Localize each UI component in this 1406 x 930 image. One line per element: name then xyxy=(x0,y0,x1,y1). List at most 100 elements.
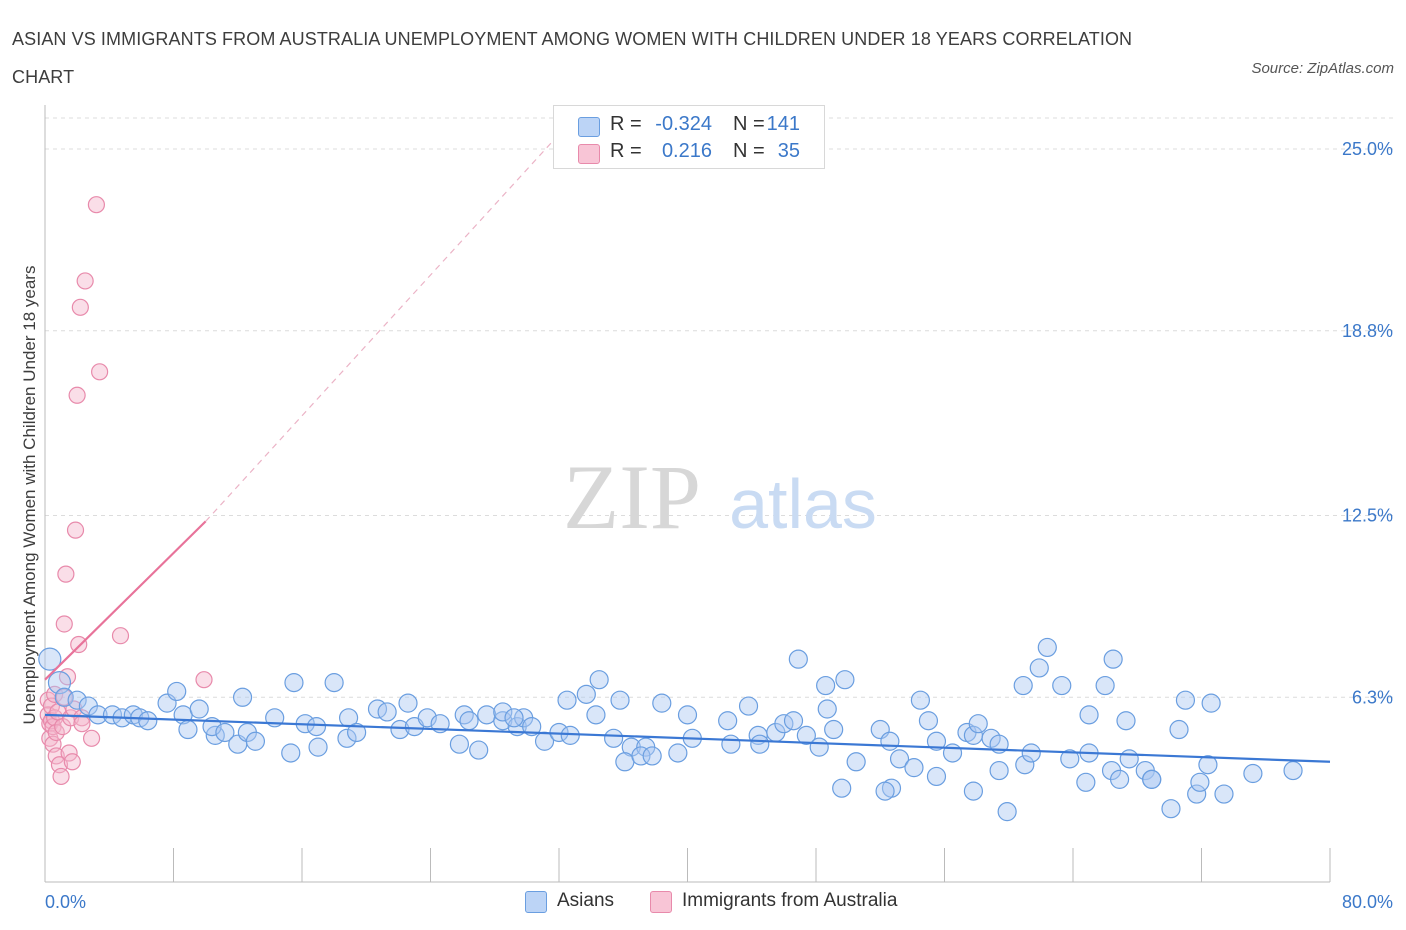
asian-point xyxy=(390,719,410,740)
asian-point xyxy=(245,731,266,751)
chart-title: ASIAN VS IMMIGRANTS FROM AUSTRALIA UNEMP… xyxy=(12,29,1133,87)
asian-point xyxy=(459,711,479,731)
y-tick-label: 6.3% xyxy=(1352,687,1393,707)
immigrant-point xyxy=(70,635,88,654)
legend-r-value: 0.216 xyxy=(661,140,712,162)
asian-point xyxy=(449,734,470,754)
y-tick-label: 12.5% xyxy=(1342,505,1393,525)
asian-point xyxy=(522,716,542,737)
immigrant-point xyxy=(55,615,73,633)
asians-points xyxy=(38,637,1303,822)
asian-point xyxy=(67,690,87,710)
y-tick-label: 18.8% xyxy=(1342,321,1393,341)
asian-point xyxy=(677,705,698,725)
asian-point xyxy=(1201,693,1221,713)
legend-n-label: N = xyxy=(733,113,765,135)
asians-trend-line xyxy=(44,713,1331,763)
immigrant-point xyxy=(91,363,109,381)
asian-point xyxy=(1029,658,1049,678)
asian-point xyxy=(493,702,513,722)
asian-point xyxy=(817,699,837,719)
asian-point xyxy=(652,693,672,713)
immigrant-point xyxy=(71,298,89,316)
asian-point xyxy=(398,693,418,713)
legend-n-label: N = xyxy=(733,140,765,162)
asian-point xyxy=(377,702,397,722)
asian-point xyxy=(721,734,741,754)
asian-point xyxy=(1037,637,1057,658)
asian-point xyxy=(88,705,108,725)
x-tick-label: 0.0% xyxy=(45,892,86,912)
watermark-zip: ZIP xyxy=(563,446,701,548)
asian-point xyxy=(918,711,939,731)
asian-point xyxy=(1161,799,1181,819)
immigrant-point xyxy=(111,627,130,645)
asian-point xyxy=(968,714,988,734)
immigrant-point xyxy=(195,671,213,689)
immigrant-point xyxy=(87,196,106,214)
asian-point xyxy=(477,705,497,725)
asian-point xyxy=(576,684,596,704)
asian-point xyxy=(560,725,580,745)
asian-point xyxy=(1198,755,1218,775)
asian-point xyxy=(306,716,327,737)
asian-point xyxy=(1079,705,1099,725)
asian-point xyxy=(189,699,209,719)
immigrant-point xyxy=(82,729,101,747)
asian-point xyxy=(610,690,630,710)
asian-point xyxy=(926,766,947,787)
asian-point xyxy=(1116,711,1136,731)
asian-point xyxy=(788,649,808,669)
asian-point xyxy=(1109,769,1130,789)
immigrants-trend-line xyxy=(44,520,207,681)
asian-point xyxy=(783,711,804,731)
legend-n-value: 141 xyxy=(766,113,800,135)
asian-point xyxy=(215,722,235,743)
legend-r-label: R = xyxy=(610,140,642,162)
asian-point xyxy=(631,746,651,766)
asian-point xyxy=(589,670,609,690)
asian-point xyxy=(604,728,624,748)
legend-r-value: -0.324 xyxy=(655,113,712,135)
asian-point xyxy=(1021,743,1041,763)
bottom-swatch-asians xyxy=(525,891,547,913)
asian-point xyxy=(469,740,489,760)
asian-point xyxy=(284,673,304,693)
asian-point xyxy=(809,737,829,757)
asian-point xyxy=(750,734,770,754)
immigrants-trend-extension xyxy=(205,125,568,522)
asian-point xyxy=(281,743,301,763)
asian-point xyxy=(846,752,866,772)
asian-point xyxy=(1076,772,1096,792)
asian-point xyxy=(1119,749,1139,769)
asian-point xyxy=(38,647,62,671)
immigrant-point xyxy=(57,565,75,583)
immigrant-point xyxy=(60,744,78,762)
asian-point xyxy=(1169,719,1189,740)
asian-point xyxy=(557,690,577,710)
asian-point xyxy=(904,758,924,778)
legend-n-value: 35 xyxy=(777,140,800,162)
immigrant-point xyxy=(47,723,65,742)
asian-point xyxy=(1015,755,1035,775)
immigrant-point xyxy=(66,521,85,539)
legend-swatch-asians xyxy=(578,117,600,137)
watermark-atlas: atlas xyxy=(729,465,877,543)
asian-point xyxy=(668,743,688,763)
asian-point xyxy=(989,760,1009,781)
immigrant-point xyxy=(76,272,94,290)
asian-point xyxy=(796,725,816,745)
asian-point xyxy=(997,802,1017,822)
immigrant-point xyxy=(47,747,65,765)
asian-point xyxy=(347,722,367,743)
asian-point xyxy=(1052,675,1072,696)
asian-point xyxy=(1283,760,1303,781)
asian-point xyxy=(738,696,759,716)
asian-point xyxy=(835,670,855,690)
asian-point xyxy=(1214,784,1234,804)
asian-point xyxy=(1243,763,1263,784)
asian-point xyxy=(324,673,344,693)
source-label: Source: ZipAtlas.com xyxy=(1251,60,1394,77)
asian-point xyxy=(910,690,931,710)
asian-point xyxy=(963,781,984,801)
